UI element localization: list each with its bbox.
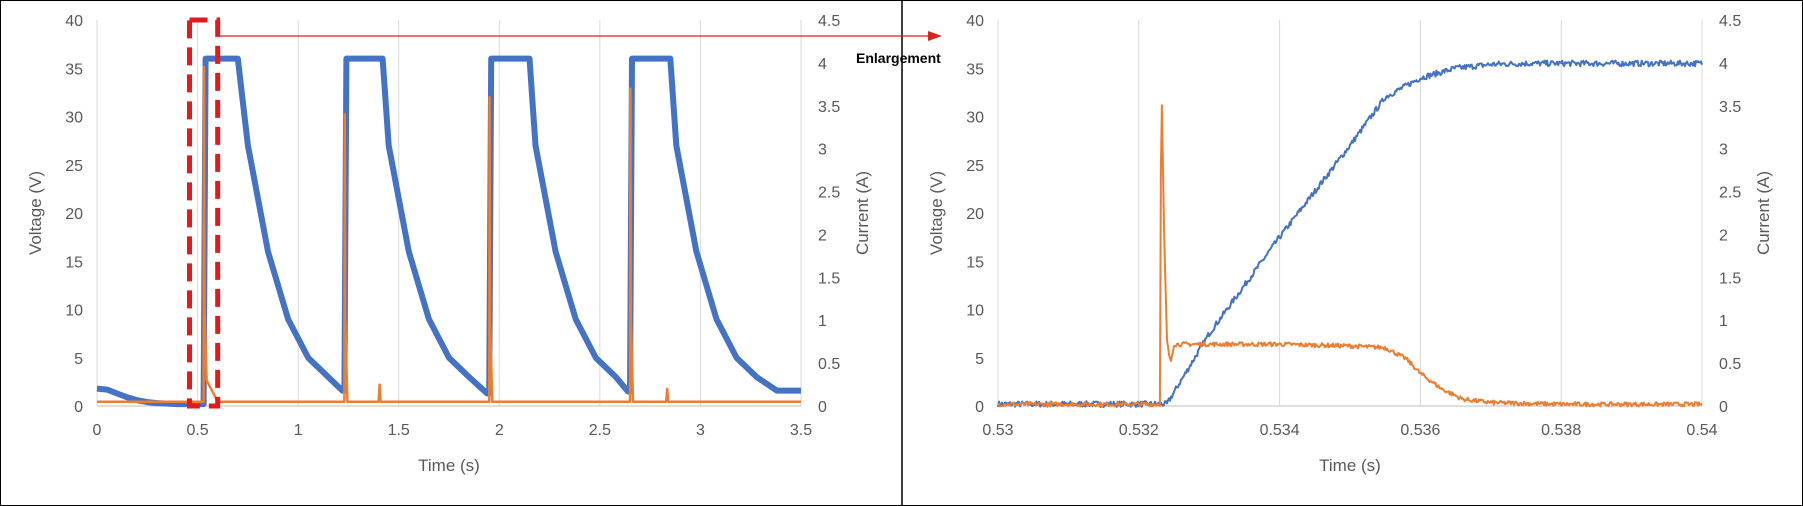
y2-tick-label: 1 (818, 313, 827, 330)
y-tick-label: 5 (74, 351, 83, 368)
enlargement-annotation: Enlargement (187, 17, 942, 409)
y-tick-label: 30 (65, 110, 83, 127)
y-tick-label: 25 (65, 158, 83, 175)
x-tick-label: 1 (294, 422, 303, 439)
y-axis-title: Voltage (V) (26, 171, 45, 255)
y2-axis-title: Current (A) (853, 171, 872, 255)
y-tick-label: 40 (966, 13, 984, 30)
chart-enlargement: 0.53 0.532 0.534 0.536 0.538 0.54051015202530… (927, 13, 1773, 475)
y2-tick-label: 3 (1719, 142, 1728, 159)
x-tick-label: 0.53 (982, 422, 1013, 439)
y2-axis-title: Current (A) (1754, 171, 1773, 255)
x-axis-title: Time (s) (418, 456, 480, 475)
x-tick-label: 0.534 (1260, 422, 1300, 439)
y2-tick-label: 0.5 (818, 356, 840, 373)
x-tick-label: 1.5 (388, 422, 410, 439)
x-tick-label: 2.5 (589, 422, 611, 439)
voltage-series-line (96, 55, 801, 408)
enlargement-label: Enlargement (856, 50, 941, 66)
y2-tick-label: 2 (1719, 227, 1728, 244)
y2-tick-label: 4.5 (1719, 13, 1741, 30)
x-tick-label: 0.5 (186, 422, 208, 439)
y-tick-label: 25 (966, 158, 984, 175)
y2-tick-label: 0 (1719, 399, 1728, 416)
y2-tick-label: 1.5 (1719, 270, 1741, 287)
y2-tick-label: 2.5 (1719, 185, 1741, 202)
y2-tick-label: 4 (1719, 56, 1728, 73)
y-tick-label: 20 (65, 206, 83, 223)
y2-tick-label: 1.5 (818, 270, 840, 287)
x-tick-label: 0.532 (1119, 422, 1159, 439)
x-tick-label: 3 (696, 422, 705, 439)
x-tick-label: 0.538 (1541, 422, 1581, 439)
y-tick-label: 40 (65, 13, 83, 30)
x-tick-label: 0.54 (1686, 422, 1717, 439)
y2-tick-label: 3 (818, 142, 827, 159)
enlargement-box (187, 17, 221, 409)
x-tick-label: 3.5 (790, 422, 812, 439)
y-tick-label: 0 (74, 399, 83, 416)
y-tick-label: 15 (966, 254, 984, 271)
y2-tick-label: 0 (818, 399, 827, 416)
y-axis-title: Voltage (V) (927, 171, 946, 255)
y2-tick-label: 4 (818, 56, 827, 73)
y-tick-label: 10 (966, 303, 984, 320)
x-tick-label: 0.536 (1400, 422, 1440, 439)
y-tick-label: 20 (966, 206, 984, 223)
chart-overview: 0 0.5 1 1.5 2 2.5 3 3.5 0 5 10 15 20 25 30 35 40 0 0.5 1 1.5… (26, 13, 872, 475)
y-tick-label: 15 (65, 254, 83, 271)
y-tick-label: 35 (65, 61, 83, 78)
y2-tick-label: 3.5 (1719, 99, 1741, 116)
y2-tick-label: 2.5 (818, 185, 840, 202)
y-tick-label: 0 (975, 399, 984, 416)
y2-tick-label: 3.5 (818, 99, 840, 116)
x-axis-title: Time (s) (1319, 456, 1381, 475)
current-series-line (997, 104, 1703, 408)
y2-tick-label: 0.5 (1719, 356, 1741, 373)
y-tick-label: 30 (966, 110, 984, 127)
x-tick-label: 2 (495, 422, 504, 439)
current-series-line (97, 65, 801, 403)
y-tick-label: 10 (65, 303, 83, 320)
y2-tick-label: 4.5 (818, 13, 840, 30)
x-tick-label: 0 (93, 422, 102, 439)
y2-tick-label: 2 (818, 227, 827, 244)
enlargement-arrow-head (928, 31, 942, 41)
y2-tick-label: 1 (1719, 313, 1728, 330)
y-tick-label: 35 (966, 61, 984, 78)
y-tick-label: 5 (975, 351, 984, 368)
